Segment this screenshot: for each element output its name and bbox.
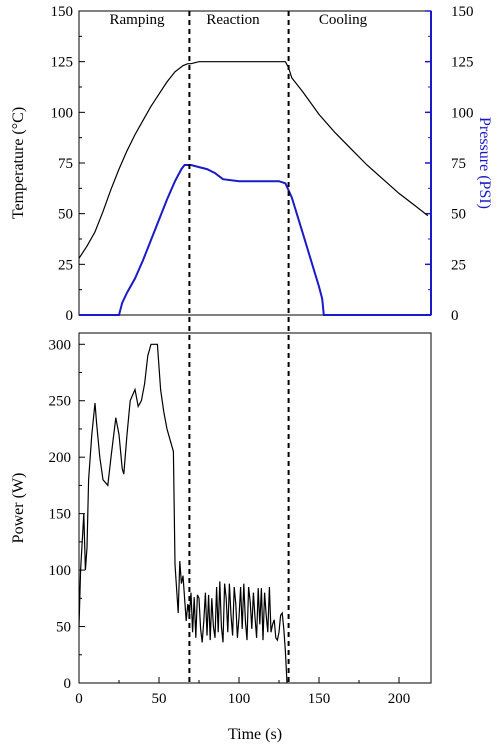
- phase-boundaries: [188, 11, 290, 683]
- temperature-tick-label-100: 100: [51, 105, 74, 121]
- bottom-x-axis: 0 50 100 150 200: [75, 677, 410, 707]
- temperature-tick-label-0: 0: [66, 308, 74, 324]
- power-tick-label-100: 100: [49, 563, 72, 579]
- time-tick-label-100: 100: [228, 691, 251, 707]
- power-axis-label: Power (W): [10, 473, 27, 544]
- power-tick-label-50: 50: [56, 620, 71, 636]
- phase-label-reaction: Reaction: [206, 12, 260, 28]
- pressure-axis-label: Pressure (PSI): [476, 117, 493, 209]
- top-right-axis: 0 25 50 75 100 125 150: [425, 4, 474, 324]
- power-tick-label-150: 150: [49, 507, 72, 523]
- phase-label-ramping: Ramping: [110, 12, 165, 28]
- bottom-series: [78, 343, 288, 684]
- power-tick-label-300: 300: [49, 337, 72, 353]
- bottom-panel: 0 50 100 150 200 250 300 0 50 100 150 200 Power (W…: [10, 332, 432, 743]
- time-tick-label-150: 150: [308, 691, 331, 707]
- power-tick-label-250: 250: [49, 394, 72, 410]
- pressure-tick-label-50: 50: [451, 207, 466, 223]
- pressure-line: [79, 164, 431, 316]
- power-tick-label-200: 200: [49, 450, 72, 466]
- temperature-tick-label-125: 125: [51, 55, 74, 71]
- bottom-y-axis: 0 50 100 150 200 250 300: [49, 337, 85, 692]
- temperature-tick-label-25: 25: [58, 257, 73, 273]
- temperature-tick-label-50: 50: [58, 207, 73, 223]
- top-panel: 0 25 50 75 100 125 150 0 25 50 75 100 125 150 Rampin…: [10, 4, 493, 324]
- pressure-tick-label-0: 0: [451, 308, 459, 324]
- top-series: [78, 61, 431, 316]
- time-tick-label-50: 50: [152, 691, 167, 707]
- pressure-tick-label-125: 125: [451, 55, 474, 71]
- time-tick-label-200: 200: [388, 691, 411, 707]
- temperature-tick-label-150: 150: [51, 4, 74, 20]
- pressure-tick-label-75: 75: [451, 156, 466, 172]
- power-tick-label-0: 0: [64, 676, 72, 692]
- pressure-tick-label-25: 25: [451, 257, 466, 273]
- top-left-axis: 0 25 50 75 100 125 150: [51, 4, 85, 324]
- temperature-tick-label-75: 75: [58, 156, 73, 172]
- temperature-line: [78, 61, 429, 259]
- power-line: [78, 343, 288, 684]
- bottom-plot-area: [78, 332, 432, 684]
- pressure-tick-label-150: 150: [451, 4, 474, 20]
- pressure-tick-label-100: 100: [451, 105, 474, 121]
- time-tick-label-0: 0: [75, 691, 83, 707]
- time-axis-label: Time (s): [228, 726, 282, 743]
- top-plot-area: [78, 10, 432, 316]
- phase-label-cooling: Cooling: [319, 12, 368, 28]
- temperature-axis-label: Temperature (°C): [10, 107, 27, 219]
